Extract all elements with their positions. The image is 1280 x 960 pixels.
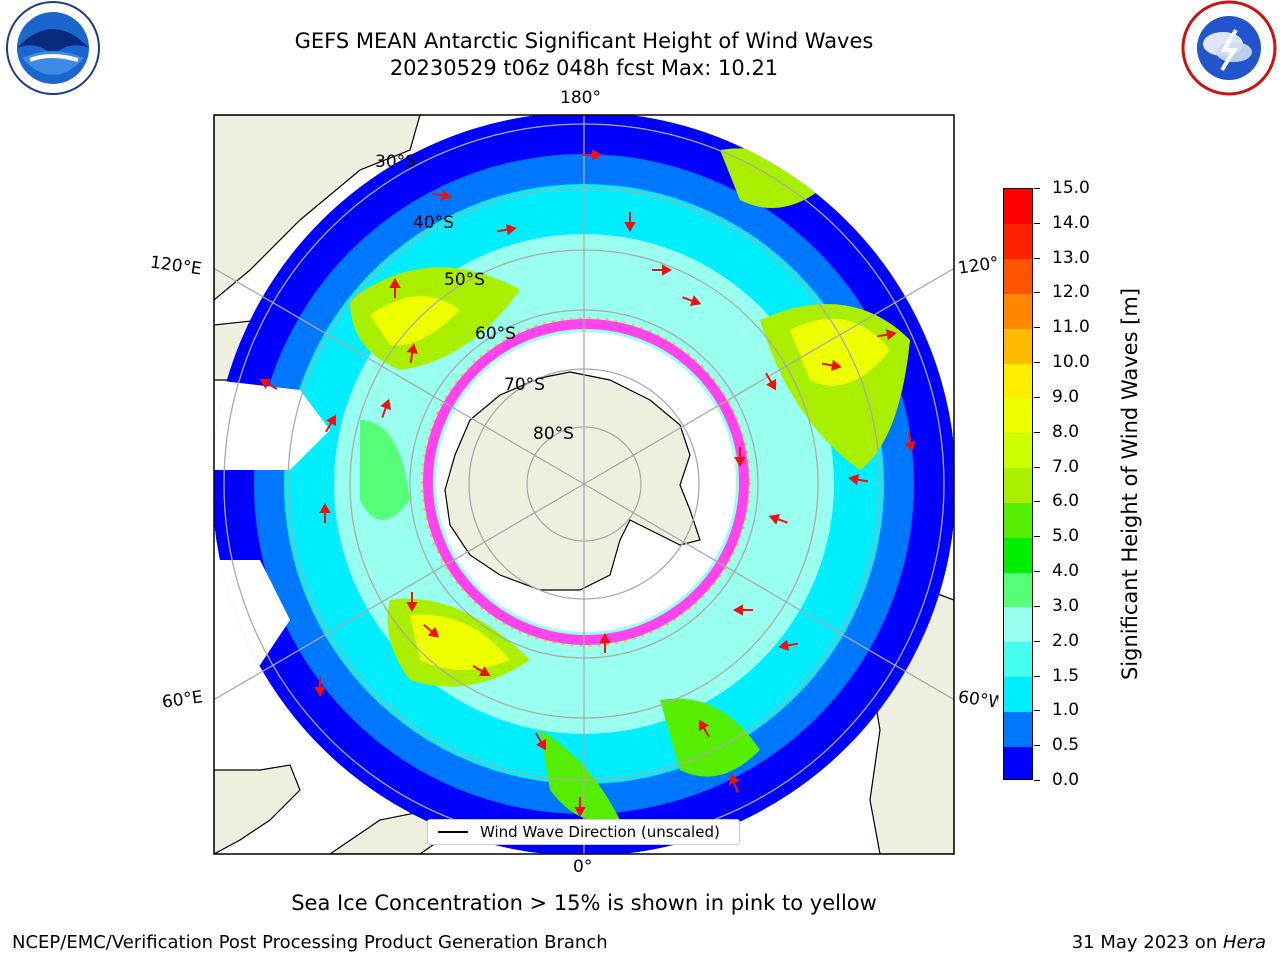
lon-label-180: 180°	[560, 88, 601, 108]
colorbar-segment	[1004, 641, 1032, 678]
colorbar-tick	[1034, 536, 1040, 538]
lat-label-70s: 70°S	[504, 375, 545, 395]
colorbar-tick	[1034, 292, 1040, 294]
colorbar-tick	[1034, 745, 1040, 747]
lat-label-80s: 80°S	[533, 424, 574, 444]
colorbar-tick	[1034, 640, 1040, 642]
colorbar-tick-label: 13.0	[1052, 247, 1090, 268]
lat-label-50s: 50°S	[444, 270, 485, 290]
colorbar-segment	[1004, 293, 1032, 329]
map-subtitle: 20230529 t06z 048h fcst Max: 10.21	[389, 56, 779, 80]
colorbar-tick-label: 12.0	[1052, 282, 1090, 303]
colorbar-segment	[1004, 537, 1032, 573]
colorbar-tick-label: 4.0	[1052, 561, 1080, 582]
colorbar-tick-label: 0.5	[1052, 735, 1080, 756]
sea-ice-note: Sea Ice Concentration > 15% is shown in …	[291, 891, 877, 915]
lon-label-0: 0°	[573, 857, 593, 877]
footer-credit: NCEP/EMC/Verification Post Processing Pr…	[12, 932, 608, 953]
map-frame	[213, 114, 955, 855]
colorbar-segment	[1004, 572, 1032, 608]
footer-date: 31 May 2023 on Hera	[1072, 932, 1266, 953]
colorbar-segment	[1004, 746, 1032, 779]
lat-label-40s: 40°S	[413, 213, 454, 233]
footer-date-text: 31 May 2023 on	[1071, 932, 1223, 953]
colorbar-tick-label: 3.0	[1052, 595, 1080, 616]
colorbar-tick-label: 2.0	[1052, 630, 1080, 651]
colorbar-tick	[1034, 431, 1040, 433]
colorbar-segment	[1004, 502, 1032, 538]
colorbar-segment	[1004, 432, 1032, 469]
colorbar-tick	[1034, 605, 1040, 607]
antarctica	[444, 371, 701, 591]
lat-label-60s: 60°S	[475, 324, 516, 344]
colorbar-tick	[1034, 362, 1040, 364]
colorbar-tick-label: 15.0	[1052, 178, 1090, 198]
colorbar-tick-label: 14.0	[1052, 212, 1090, 233]
colorbar	[1003, 188, 1033, 780]
colorbar-tick-label: 5.0	[1052, 526, 1080, 547]
colorbar-segment	[1004, 258, 1032, 294]
legend-line-swatch	[438, 831, 468, 833]
colorbar-tick	[1034, 675, 1040, 677]
colorbar-tick-label: 0.0	[1052, 770, 1080, 790]
colorbar-tick-label: 10.0	[1052, 352, 1090, 373]
colorbar-tick	[1034, 327, 1040, 329]
colorbar-segment	[1004, 223, 1032, 260]
colorbar-segment	[1004, 328, 1032, 364]
colorbar-tick	[1034, 222, 1040, 224]
colorbar-tick-label: 1.5	[1052, 665, 1080, 686]
colorbar-tick-label: 11.0	[1052, 317, 1090, 338]
colorbar-tick	[1034, 780, 1040, 781]
colorbar-tick	[1034, 501, 1040, 503]
colorbar-tick-label: 8.0	[1052, 421, 1080, 442]
colorbar-segment	[1004, 711, 1032, 747]
wave-direction-arrows	[259, 149, 916, 818]
map-legend: Wind Wave Direction (unscaled)	[427, 819, 740, 845]
legend-label: Wind Wave Direction (unscaled)	[480, 823, 720, 841]
lat-label-30s: 30°S	[375, 152, 416, 172]
colorbar-tick-label: 7.0	[1052, 456, 1080, 477]
colorbar-segment	[1004, 397, 1032, 434]
footer-host: Hera	[1222, 932, 1266, 953]
colorbar-segment	[1004, 676, 1032, 712]
colorbar-segment	[1004, 189, 1032, 225]
nws-logo	[1181, 0, 1277, 96]
colorbar-segment	[1004, 606, 1032, 643]
colorbar-tick	[1034, 188, 1040, 189]
colorbar-tick	[1034, 466, 1040, 468]
colorbar-tick-label: 9.0	[1052, 386, 1080, 407]
map-title: GEFS MEAN Antarctic Significant Height o…	[294, 29, 874, 53]
noaa-logo	[6, 1, 100, 95]
colorbar-tick-label: 6.0	[1052, 491, 1080, 512]
colorbar-segment	[1004, 467, 1032, 503]
colorbar-tick-label: 1.0	[1052, 700, 1080, 721]
colorbar-tick	[1034, 571, 1040, 573]
colorbar-title: Significant Height of Wind Waves [m]	[1118, 287, 1142, 681]
colorbar-tick	[1034, 710, 1040, 712]
colorbar-segment	[1004, 363, 1032, 399]
colorbar-tick	[1034, 396, 1040, 398]
colorbar-tick	[1034, 257, 1040, 259]
